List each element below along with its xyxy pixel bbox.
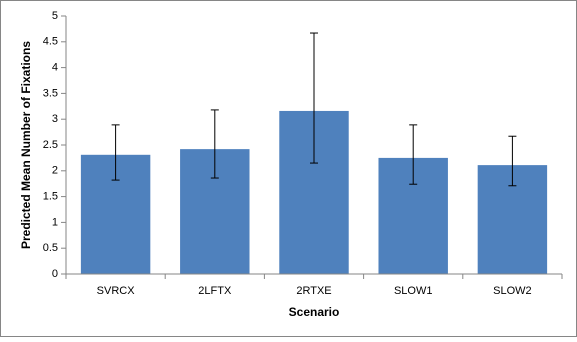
- y-tick-label: 4.5: [43, 36, 58, 48]
- x-tick-label: 2RTXE: [296, 285, 331, 297]
- y-tick-label: 2: [52, 165, 58, 177]
- y-tick-label: 1: [52, 216, 58, 228]
- x-tick-label: SLOW1: [394, 285, 433, 297]
- y-tick-label: 0: [52, 268, 58, 280]
- y-tick-label: 5: [52, 10, 58, 22]
- x-tick-label: 2LFTX: [198, 285, 232, 297]
- y-tick-label: 2.5: [43, 139, 58, 151]
- y-tick-label: 1.5: [43, 191, 58, 203]
- y-tick-label: 0.5: [43, 242, 58, 254]
- y-axis-title: Predicted Mean Number of Fixations: [19, 41, 33, 249]
- y-tick-label: 3: [52, 113, 58, 125]
- y-tick-label: 4: [52, 62, 58, 74]
- x-tick-label: SLOW2: [493, 285, 532, 297]
- x-tick-label: SVRCX: [97, 285, 136, 297]
- y-tick-label: 3.5: [43, 87, 58, 99]
- x-axis-title: Scenario: [289, 305, 340, 319]
